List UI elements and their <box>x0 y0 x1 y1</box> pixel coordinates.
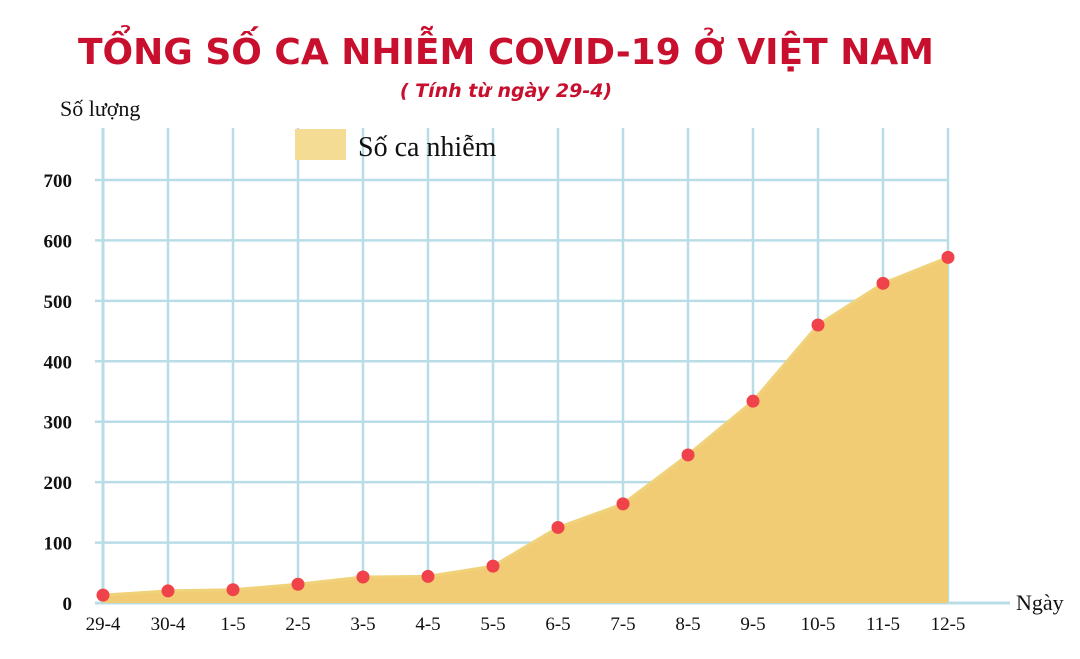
data-point-12-5 <box>941 250 955 264</box>
x-tick-label: 30-4 <box>151 614 186 635</box>
y-tick-label: 300 <box>44 413 73 434</box>
y-axis-title: Số lượng <box>60 96 140 121</box>
legend-swatch <box>295 129 346 160</box>
y-tick-label: 700 <box>44 171 73 192</box>
x-tick-label: 7-5 <box>610 614 635 635</box>
x-tick-label: 9-5 <box>740 614 765 635</box>
y-tick-label: 100 <box>44 534 73 555</box>
y-tick-label: 600 <box>44 231 73 252</box>
chart-subtitle: ( Tính từ ngày 29-4) <box>400 80 612 102</box>
data-point-5-5 <box>486 559 500 573</box>
x-tick-label: 2-5 <box>285 614 310 635</box>
data-point-2-5 <box>291 577 305 591</box>
data-point-1-5 <box>226 583 240 597</box>
data-point-30-4 <box>161 584 175 598</box>
x-tick-labels: 29-4 30-4 1-5 2-5 3-5 4-5 5-5 6-5 7-5 8-5 9-5 10-5 1… <box>86 614 966 635</box>
legend-label: Số ca nhiễm <box>358 132 497 163</box>
x-tick-label: 3-5 <box>350 614 375 635</box>
x-tick-label: 1-5 <box>220 614 245 635</box>
chart-title: TỔNG SỐ CA NHIỄM COVID-19 Ở VIỆT NAM <box>78 25 934 73</box>
legend: Số ca nhiễm <box>295 129 497 163</box>
data-point-4-5 <box>421 569 435 583</box>
data-point-7-5 <box>616 497 630 511</box>
area-fill <box>103 257 948 603</box>
data-point-11-5 <box>876 276 890 290</box>
x-tick-label: 5-5 <box>480 614 505 635</box>
x-tick-label: 29-4 <box>86 614 121 635</box>
data-point-10-5 <box>811 318 825 332</box>
area-line <box>102 255 949 597</box>
data-point-9-5 <box>746 394 760 408</box>
data-point-3-5 <box>356 570 370 584</box>
data-point-8-5 <box>681 448 695 462</box>
y-tick-labels: 0 100 200 300 400 500 600 700 <box>44 171 73 615</box>
y-tick-label: 400 <box>44 352 73 373</box>
y-tick-label: 500 <box>44 292 73 313</box>
x-tick-label: 10-5 <box>801 614 836 635</box>
x-tick-label: 12-5 <box>931 614 966 635</box>
x-tick-label: 4-5 <box>415 614 440 635</box>
area-series <box>102 255 949 603</box>
y-tick-label: 0 <box>63 594 73 615</box>
y-tick-label: 200 <box>44 473 73 494</box>
data-points <box>96 250 955 602</box>
x-tick-label: 11-5 <box>866 614 900 635</box>
x-tick-label: 8-5 <box>675 614 700 635</box>
x-axis-title: Ngày <box>1016 590 1064 615</box>
x-tick-label: 6-5 <box>545 614 570 635</box>
data-point-29-4 <box>96 588 110 602</box>
data-point-6-5 <box>551 520 565 534</box>
